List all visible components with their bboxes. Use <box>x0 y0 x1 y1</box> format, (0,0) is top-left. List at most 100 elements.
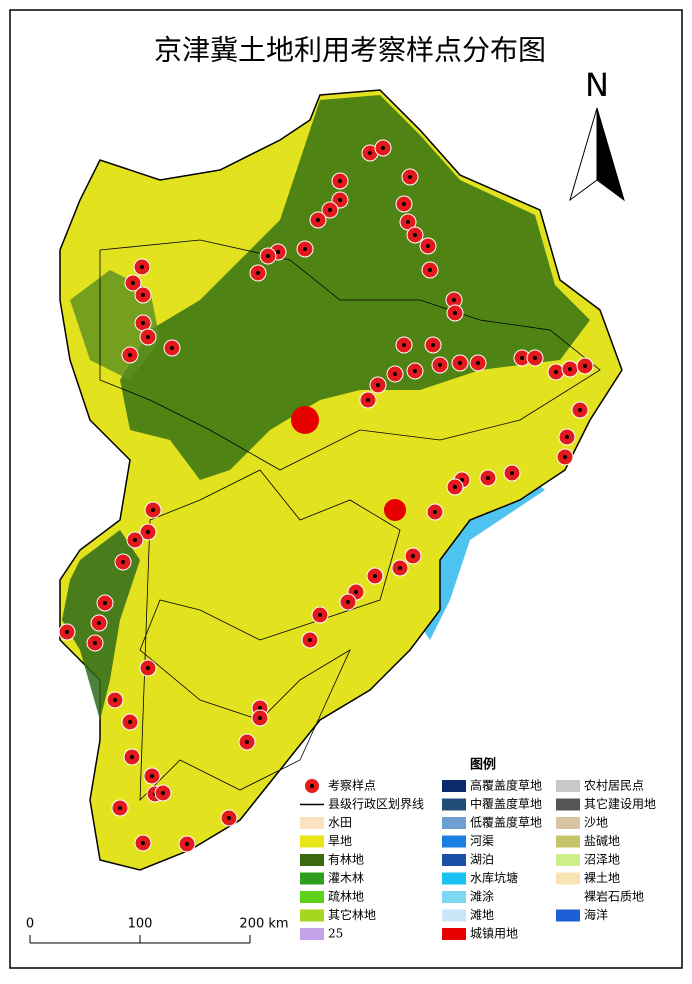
sample-point-center <box>131 281 135 285</box>
sample-point-center <box>406 220 410 224</box>
legend-swatch <box>300 835 324 848</box>
forest-north <box>120 95 590 480</box>
sample-point-center <box>141 293 145 297</box>
legend-label: 农村居民点 <box>584 779 644 793</box>
sample-point-center <box>431 343 435 347</box>
legend-label: 县级行政区划界线 <box>328 797 424 811</box>
legend-swatch <box>442 780 466 792</box>
legend-label: 25 <box>328 927 343 941</box>
sample-point-center <box>338 179 342 183</box>
scale-label: 200 km <box>239 917 288 932</box>
sample-point-center <box>510 471 514 475</box>
legend-label: 疏林地 <box>328 889 364 904</box>
legend-label: 水田 <box>328 816 352 830</box>
legend-swatch <box>556 854 580 866</box>
sample-point-center <box>366 398 370 402</box>
legend-label: 裸岩石质地 <box>584 889 644 904</box>
legend-swatch <box>300 854 324 866</box>
sample-point-center <box>402 343 406 347</box>
sample-point-center <box>354 590 358 594</box>
legend-swatch <box>442 835 466 848</box>
legend-label: 滩地 <box>470 908 494 922</box>
sample-point-center <box>128 720 132 724</box>
sample-point-center <box>563 455 567 459</box>
sample-point-center <box>486 476 490 480</box>
sample-point-center <box>185 842 189 846</box>
legend-swatch <box>442 872 466 885</box>
legend-swatch <box>442 928 466 940</box>
map-title: 京津冀土地利用考察样点分布图 <box>154 34 546 67</box>
legend-swatch <box>442 817 466 829</box>
legend-swatch <box>442 854 466 866</box>
sample-point-center <box>141 841 145 845</box>
sample-point-center <box>413 369 417 373</box>
legend-label: 湖泊 <box>470 852 494 867</box>
scale-label: 0 <box>26 917 34 932</box>
sample-point-center <box>146 335 150 339</box>
sample-point-center <box>328 208 332 212</box>
sample-point-center <box>398 566 402 570</box>
sample-point-center <box>245 740 249 744</box>
sample-point-center <box>578 408 582 412</box>
legend-swatch <box>300 928 324 940</box>
sample-point-center <box>476 361 480 365</box>
sample-point-center <box>338 198 342 202</box>
sample-point-center <box>97 621 101 625</box>
legend-label: 考察样点 <box>328 778 376 793</box>
sample-point-center <box>308 638 312 642</box>
legend-label: 中覆盖度草地 <box>470 796 542 811</box>
sample-point-center <box>303 247 307 251</box>
sample-point-center <box>121 560 125 564</box>
legend-swatch <box>300 909 324 922</box>
legend-swatch <box>556 835 580 848</box>
legend-label: 水库坑塘 <box>470 870 518 885</box>
sample-point-center <box>258 716 262 720</box>
sample-point-center <box>458 361 462 365</box>
legend-swatch <box>556 798 580 811</box>
legend-swatch <box>300 872 324 885</box>
urban-area <box>291 406 319 434</box>
sample-point-center <box>316 218 320 222</box>
sample-point-center <box>227 816 231 820</box>
sample-point-center <box>146 666 150 670</box>
legend-label: 有林地 <box>328 853 364 867</box>
sample-point-center <box>276 250 280 254</box>
sample-point-center <box>93 641 97 645</box>
sample-point-center <box>402 202 406 206</box>
legend-swatch <box>442 798 466 811</box>
legend-symbol <box>310 784 314 788</box>
sample-point-center <box>411 554 415 558</box>
legend-label: 沙地 <box>584 816 608 830</box>
sample-point-center <box>128 353 132 357</box>
sample-point-center <box>103 601 107 605</box>
sample-point-center <box>266 254 270 258</box>
legend-label: 河渠 <box>470 834 494 848</box>
legend-label: 裸土地 <box>584 870 620 885</box>
legend-swatch <box>300 817 324 829</box>
sample-point-center <box>346 600 350 604</box>
sample-point-center <box>118 806 122 810</box>
sample-point-center <box>452 298 456 302</box>
sample-point-center <box>146 530 150 534</box>
legend-swatch <box>442 909 466 922</box>
legend-label: 盐碱地 <box>584 834 620 848</box>
county-lines <box>99 239 601 471</box>
sample-point-center <box>453 485 457 489</box>
legend-label: 其它建设用地 <box>584 796 656 811</box>
sample-point-center <box>258 706 262 710</box>
sample-point-center <box>65 630 69 634</box>
legend-label: 城镇用地 <box>470 927 518 941</box>
sample-point-center <box>318 613 322 617</box>
sample-point-center <box>533 356 537 360</box>
legend-swatch <box>556 872 580 885</box>
north-label: N <box>585 66 609 104</box>
sample-point-center <box>583 364 587 368</box>
legend-label: 其它林地 <box>328 907 376 922</box>
sample-point-center <box>393 372 397 376</box>
sample-point-center <box>453 311 457 315</box>
sample-point-center <box>151 508 155 512</box>
sample-point-center <box>428 268 432 272</box>
sample-point-center <box>381 146 385 150</box>
